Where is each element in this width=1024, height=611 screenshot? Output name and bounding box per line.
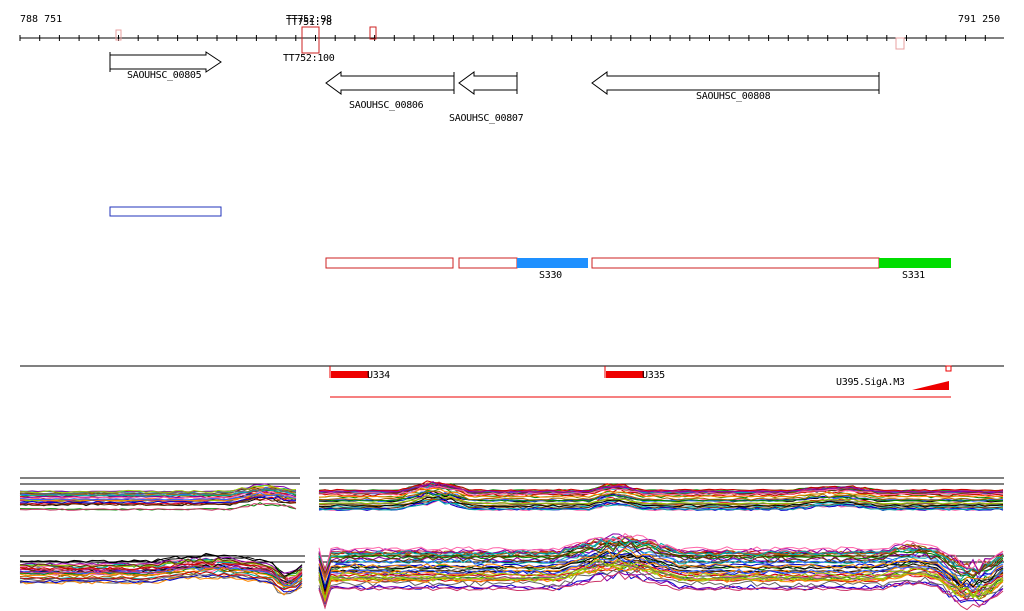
expression-profile-line	[19, 564, 303, 585]
expression-profile-line	[20, 496, 297, 505]
terminator-box-tt752[interactable]	[301, 26, 320, 54]
expression-profile-line	[19, 567, 303, 588]
expression-profile-line	[19, 554, 303, 577]
expression-profile-line	[318, 533, 1004, 576]
expression-profiles	[19, 477, 1004, 611]
terminator-label-tt752-98: TT752:98	[286, 14, 332, 25]
ruler-ticks	[19, 35, 986, 41]
gene-label-saouhsc-00806: SAOUHSC_00806	[349, 100, 424, 111]
expression-profile-line	[318, 556, 1004, 596]
segment-s330[interactable]	[517, 258, 588, 268]
expression-profile-line	[318, 498, 1004, 512]
terminator-mark-3[interactable]	[895, 37, 905, 50]
expression-profile-line	[318, 480, 1004, 493]
gene-label-saouhsc-00808: SAOUHSC_00808	[696, 91, 771, 102]
gene-label-saouhsc-00805: SAOUHSC_00805	[127, 70, 202, 81]
expression-profile-line	[318, 541, 1004, 577]
expression-profile-line	[318, 499, 1004, 511]
terminator-mark-2[interactable]	[369, 26, 377, 40]
gene-arrow-saouhsc-00808[interactable]	[591, 71, 880, 95]
ruler-end-coordinate: 791 250	[958, 14, 1001, 25]
expression-profile-line	[318, 535, 1004, 577]
segment-box-2[interactable]	[458, 257, 518, 269]
gene-arrow-saouhsc-00807[interactable]	[458, 71, 518, 95]
expression-profile-line	[318, 485, 1004, 496]
expression-profile-line	[19, 574, 303, 593]
expression-profile-line	[20, 484, 297, 494]
expression-profile-line	[318, 569, 1004, 605]
expression-profile-line	[318, 548, 1004, 587]
terminator-label-tt751-78: TT751:78	[286, 17, 332, 28]
segment-box-3[interactable]	[591, 257, 880, 269]
expression-profile-line	[318, 491, 1004, 502]
expression-profile-line	[318, 480, 1004, 492]
expression-profile-line	[318, 569, 1004, 610]
expression-profile-line	[19, 488, 297, 497]
expression-profile-line	[318, 487, 1004, 498]
expression-profile-line	[19, 495, 297, 504]
expression-profile-line	[19, 503, 297, 511]
expression-profile-line	[318, 490, 1004, 501]
promoter-triangle[interactable]	[912, 381, 949, 390]
expression-profile-line	[19, 560, 303, 580]
gene-arrow-saouhsc-00806[interactable]	[325, 71, 455, 95]
promoter-label: U395.SigA.M3	[836, 377, 905, 388]
promoter-mark[interactable]	[945, 365, 952, 372]
feature-box-blue[interactable]	[109, 206, 222, 217]
expression-profile-line	[19, 571, 303, 591]
expression-profile-line	[19, 488, 297, 496]
terminator-mark-1[interactable]	[115, 29, 122, 41]
expression-profile-line	[19, 556, 303, 574]
expression-profile-line	[19, 562, 303, 582]
expression-profile-line	[318, 532, 1004, 574]
upshift-u334[interactable]	[331, 371, 369, 378]
upshift-label-u335: U335	[642, 370, 665, 381]
gene-label-saouhsc-00807: SAOUHSC_00807	[449, 113, 524, 124]
segment-box-1[interactable]	[325, 257, 454, 269]
expression-profile-line	[19, 492, 297, 501]
ruler-start-coordinate: 788 751	[20, 14, 63, 25]
expression-profile-line	[318, 496, 1004, 508]
upshift-label-u334: U334	[367, 370, 390, 381]
expression-profile-line	[19, 557, 303, 580]
gene-arrow-saouhsc-00805[interactable]	[109, 51, 222, 73]
expression-profile-line	[19, 490, 297, 499]
terminator-label-tt752-100: TT752:100	[283, 53, 335, 64]
upshift-u335[interactable]	[606, 371, 644, 378]
expression-profile-line	[318, 558, 1004, 599]
segment-s331[interactable]	[879, 258, 951, 268]
expression-profile-line	[318, 571, 1004, 611]
expression-profile-line	[19, 497, 297, 507]
segment-label-s331: S331	[902, 270, 925, 281]
segment-label-s330: S330	[539, 270, 562, 281]
expression-profile-line	[318, 483, 1004, 495]
expression-profile-line	[318, 555, 1004, 593]
